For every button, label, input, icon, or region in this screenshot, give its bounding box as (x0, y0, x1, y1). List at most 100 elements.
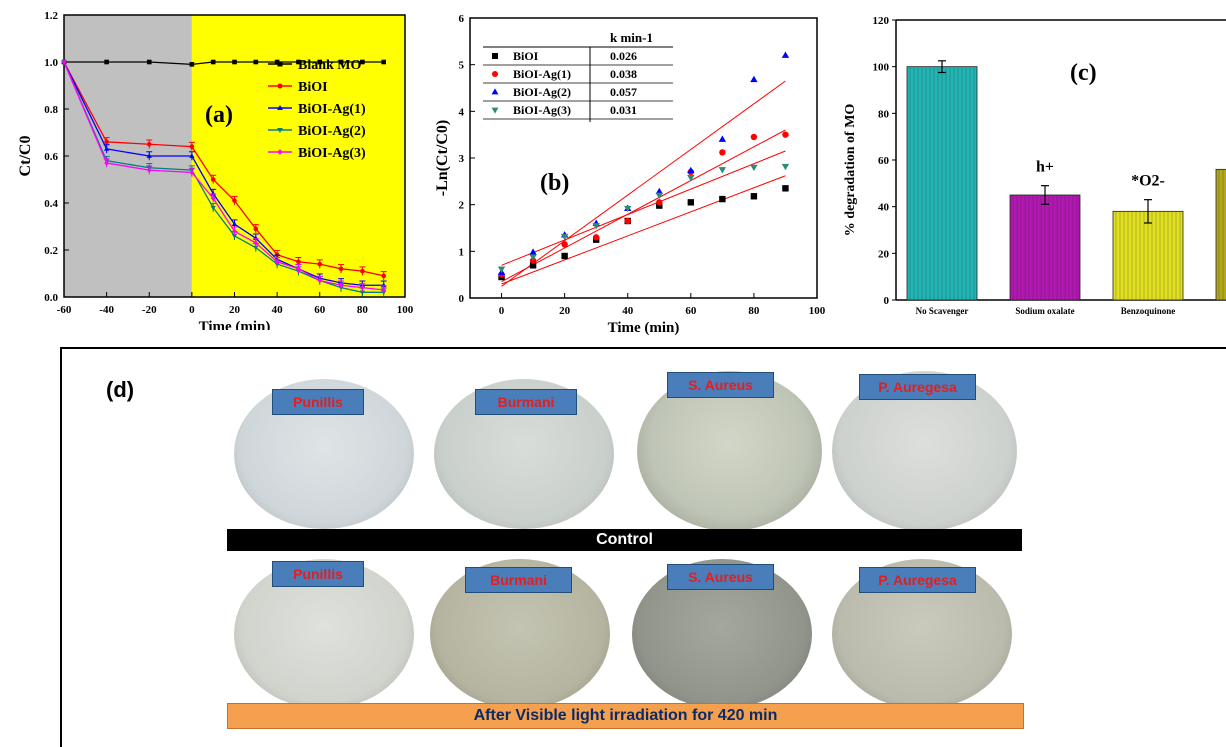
fit-line (501, 80, 786, 287)
data-point (338, 282, 344, 289)
data-point (782, 185, 789, 192)
legend-marker (492, 53, 498, 59)
data-point (750, 164, 758, 172)
y-tick-label: 2 (459, 200, 465, 212)
data-point (274, 59, 280, 65)
data-point (687, 166, 695, 174)
data-point (253, 59, 259, 65)
after-label-p-auregesa: P. Auregesa (859, 567, 976, 593)
data-point (750, 193, 758, 200)
legend-label: BiOI-Ag(1) (298, 102, 366, 117)
data-point (210, 177, 216, 182)
panel-a-label: (a) (205, 102, 233, 128)
bar (1215, 168, 1226, 301)
y-tick-label: 0.4 (44, 198, 58, 210)
data-point (146, 141, 152, 147)
data-point (231, 234, 238, 239)
data-point (210, 59, 216, 65)
x-tick-label: -60 (57, 304, 72, 316)
data-point (189, 62, 195, 67)
data-point (231, 221, 238, 226)
y-tick-label: 1.2 (44, 10, 58, 22)
data-point (592, 223, 600, 230)
after-band: After Visible light irradiation for 420 … (227, 703, 1024, 729)
after-label-punillis: Punillis (272, 561, 364, 587)
data-point (253, 226, 259, 232)
data-point (381, 273, 386, 279)
data-point (624, 217, 631, 225)
legend-label: BiOI-Ag(1) (513, 67, 571, 81)
panel-b-label: (b) (540, 170, 569, 196)
y-tick-label: 120 (873, 15, 890, 27)
y-tick-label: 0 (884, 295, 890, 307)
control-label-burmani: Burmani (475, 389, 577, 415)
control-band: Control (227, 529, 1022, 551)
data-point (656, 199, 663, 206)
x-tick-label: 60 (685, 305, 697, 317)
rate-constant-value: 0.038 (610, 67, 637, 81)
panel-c-label: (c) (1070, 60, 1097, 86)
data-point (655, 192, 663, 200)
legend-marker (491, 107, 499, 114)
data-point (750, 133, 758, 141)
y-tick-label: 5 (459, 60, 465, 72)
data-point (104, 160, 109, 166)
data-point (274, 258, 280, 265)
category-label: Sodium oxalate (1015, 306, 1074, 316)
data-point (232, 198, 237, 203)
category-label: No Scavenger (916, 306, 969, 316)
data-point (146, 167, 152, 173)
panel-d-label: (d) (106, 377, 135, 402)
data-point (317, 261, 323, 267)
fit-line (501, 150, 786, 266)
y-tick-label: 80 (878, 108, 890, 120)
x-tick-label: 100 (809, 305, 826, 317)
data-point (253, 245, 259, 251)
x-tick-label: 80 (748, 305, 760, 317)
x-tick-label: 100 (397, 304, 414, 316)
y-axis-label: Ct/C0 (17, 136, 34, 177)
y-tick-label: 1 (459, 246, 465, 258)
after-label-s-aureus: S. Aureus (667, 564, 774, 590)
data-point (718, 135, 727, 142)
legend-label: BiOI-Ag(2) (298, 124, 366, 139)
data-point (253, 240, 259, 246)
y-tick-label: 0.2 (44, 245, 58, 257)
legend-marker (277, 61, 283, 67)
data-point (103, 146, 110, 151)
data-point (529, 262, 537, 269)
x-tick-label: -20 (142, 304, 157, 316)
rate-constant-value: 0.057 (610, 85, 637, 99)
chart-b-rate-constant: (b) 0 20 40 60 80 100 0 1 2 3 4 5 6 Time (min) -Ln(Ct/… (434, 13, 826, 336)
data-point (210, 195, 216, 202)
data-point (655, 187, 663, 195)
x-axis-label: Time (min) (608, 320, 680, 336)
data-point (61, 59, 67, 65)
data-point (656, 202, 663, 209)
y-tick-label: 40 (878, 202, 890, 214)
data-point (529, 254, 537, 261)
control-label-p-auregesa: P. Auregesa (859, 374, 976, 400)
y-tick-label: 6 (459, 13, 465, 25)
x-axis-label: Time (min) (199, 319, 271, 330)
y-tick-label: 100 (873, 62, 890, 74)
y-tick-label: 0.8 (44, 104, 58, 116)
rate-constant-value: 0.026 (610, 49, 637, 63)
data-point (104, 59, 109, 65)
data-point (381, 59, 386, 65)
legend-marker (491, 88, 499, 95)
y-tick-label: 20 (878, 248, 890, 260)
data-point (146, 153, 152, 158)
fit-line (501, 129, 786, 283)
y-tick-label: 3 (459, 153, 465, 165)
legend-marker (277, 83, 283, 89)
x-tick-label: 0 (499, 305, 505, 317)
data-point (189, 169, 195, 176)
data-point (338, 266, 344, 272)
bar-annotation: h+ (1036, 159, 1054, 176)
x-tick-label: 20 (229, 304, 241, 316)
legend-label: BiOI (298, 80, 328, 95)
control-label-punillis: Punillis (272, 389, 364, 415)
bar-annotation: *O2- (1131, 173, 1165, 190)
legend-marker (277, 149, 283, 155)
